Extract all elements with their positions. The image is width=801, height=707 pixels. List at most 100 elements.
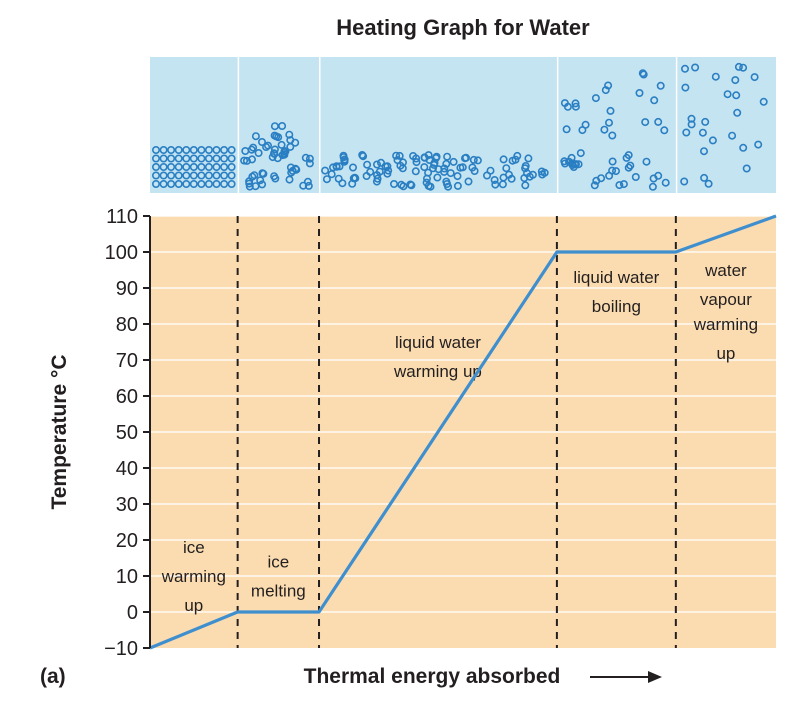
y-tick-label: −10	[104, 638, 138, 660]
water-molecule-icon	[486, 166, 495, 175]
water-molecule-icon	[453, 181, 462, 190]
water-molecule-icon	[433, 173, 442, 182]
water-molecule-icon	[723, 90, 732, 99]
water-molecule-icon	[212, 154, 221, 163]
water-molecule-icon	[563, 102, 572, 111]
water-molecule-icon	[212, 163, 221, 172]
water-molecule-icon	[606, 106, 615, 115]
water-molecule-icon	[491, 180, 500, 189]
x-axis-arrow-icon	[590, 671, 662, 683]
region-label: warming	[161, 567, 226, 586]
water-molecule-icon	[197, 146, 206, 155]
y-tick-label: 10	[116, 566, 138, 588]
water-molecule-icon	[152, 146, 161, 155]
water-molecule-icon	[650, 96, 659, 105]
water-molecule-icon	[430, 160, 439, 169]
water-molecule-icon	[287, 168, 296, 177]
water-molecule-icon	[189, 180, 198, 189]
water-molecule-icon	[288, 166, 297, 175]
water-molecule-icon	[227, 154, 236, 163]
water-molecule-icon	[383, 162, 392, 171]
water-molecule-icon	[502, 164, 511, 173]
water-molecule-icon	[469, 155, 478, 164]
region-label: melting	[251, 581, 306, 600]
water-molecule-icon	[270, 122, 279, 131]
region-label: up	[716, 344, 735, 363]
water-molecule-icon	[328, 163, 337, 172]
water-molecule-icon	[245, 182, 254, 191]
y-axis-label: Temperature °C	[48, 354, 71, 509]
water-molecule-icon	[711, 72, 720, 81]
water-molecule-icon	[733, 108, 742, 117]
water-molecule-icon	[389, 180, 398, 189]
water-molecule-icon	[424, 151, 433, 160]
water-molecule-icon	[611, 167, 620, 176]
water-molecule-icon	[322, 175, 331, 184]
water-molecule-icon	[174, 154, 183, 163]
water-molecule-icon	[590, 181, 599, 190]
water-molecule-icon	[305, 154, 314, 163]
y-tick-label: 90	[116, 278, 138, 300]
water-molecule-icon	[321, 166, 330, 175]
water-molecule-icon	[212, 171, 221, 180]
y-tick-label: 30	[116, 494, 138, 516]
water-molecule-icon	[159, 154, 168, 163]
water-molecule-icon	[305, 159, 314, 168]
water-molecule-icon	[453, 172, 462, 181]
water-molecule-icon	[521, 162, 530, 171]
water-molecule-icon	[248, 172, 257, 181]
water-molecule-icon	[687, 120, 696, 129]
water-molecule-icon	[412, 158, 421, 167]
water-molecule-icon	[348, 163, 357, 172]
water-molecule-icon	[604, 118, 613, 127]
water-molecule-icon	[473, 156, 482, 165]
water-molecule-icon	[521, 181, 530, 190]
water-molecule-icon	[182, 146, 191, 155]
water-molecule-icon	[680, 177, 689, 186]
chart-title: Heating Graph for Water	[336, 15, 590, 40]
region-label: ice	[183, 538, 205, 557]
water-molecule-icon	[654, 171, 663, 180]
water-molecule-icon	[537, 167, 546, 176]
panel-label: (a)	[40, 665, 66, 688]
water-molecule-icon	[285, 175, 294, 184]
water-molecule-icon	[372, 160, 381, 169]
water-molecule-icon	[562, 125, 571, 134]
water-molecule-icon	[708, 136, 717, 145]
water-molecule-icon	[204, 154, 213, 163]
region-label: liquid water	[395, 333, 481, 352]
y-tick-label: 60	[116, 386, 138, 408]
water-molecule-icon	[220, 180, 229, 189]
water-molecule-icon	[303, 177, 312, 186]
water-molecule-icon	[197, 163, 206, 172]
water-molecule-icon	[560, 157, 569, 166]
water-molecule-icon	[262, 143, 271, 152]
water-molecule-icon	[189, 171, 198, 180]
y-tick-label: 100	[105, 242, 138, 264]
water-molecule-icon	[256, 176, 265, 185]
water-molecule-icon	[363, 160, 372, 169]
water-molecule-icon	[189, 146, 198, 155]
water-molecule-icon	[576, 149, 585, 158]
water-molecule-icon	[622, 153, 631, 162]
particles-boiling	[560, 69, 670, 191]
water-molecule-icon	[490, 176, 499, 185]
water-molecule-icon	[204, 163, 213, 172]
water-molecule-icon	[383, 169, 392, 178]
water-molecule-icon	[701, 117, 710, 126]
water-molecule-icon	[499, 155, 508, 164]
y-axis: −10 0 10 20 30 40 50 60 70 80 90 100 110	[104, 206, 151, 660]
water-molecule-icon	[681, 83, 690, 92]
water-molecule-icon	[660, 126, 669, 135]
water-molecule-icon	[619, 180, 628, 189]
water-molecule-icon	[442, 159, 451, 168]
water-molecule-icon	[422, 178, 431, 187]
water-molecule-icon	[409, 152, 418, 161]
water-molecule-icon	[332, 162, 341, 171]
water-molecule-icon	[458, 163, 467, 172]
water-molecule-icon	[174, 163, 183, 172]
water-molecule-icon	[182, 171, 191, 180]
water-molecule-icon	[197, 180, 206, 189]
water-molecule-icon	[227, 163, 236, 172]
